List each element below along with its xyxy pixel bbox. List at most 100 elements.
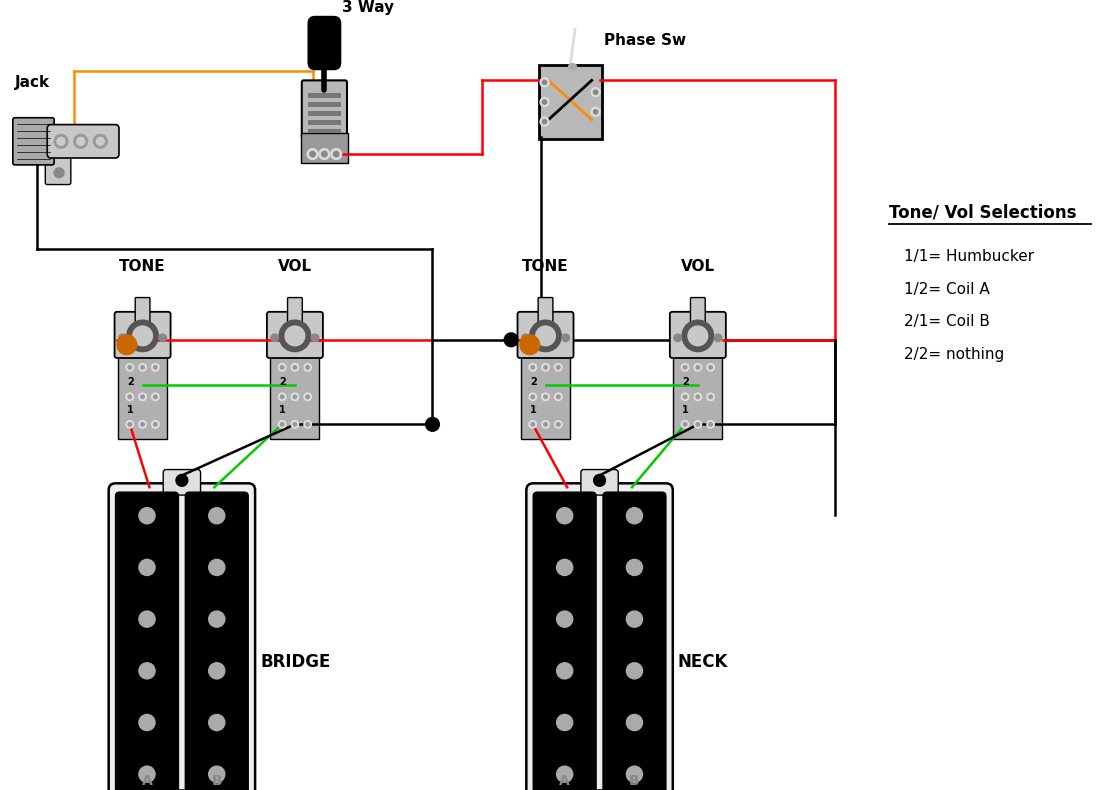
- Circle shape: [683, 366, 687, 369]
- Circle shape: [127, 420, 133, 428]
- Text: 2/1= Coil B: 2/1= Coil B: [904, 314, 990, 329]
- FancyBboxPatch shape: [114, 312, 170, 358]
- Circle shape: [591, 88, 600, 96]
- Circle shape: [542, 363, 549, 371]
- Text: Tone/ Vol Selections: Tone/ Vol Selections: [889, 204, 1077, 222]
- Circle shape: [128, 395, 131, 399]
- Circle shape: [557, 559, 572, 575]
- Circle shape: [208, 611, 225, 627]
- FancyBboxPatch shape: [270, 356, 319, 439]
- Circle shape: [141, 423, 144, 426]
- Circle shape: [554, 363, 562, 371]
- Circle shape: [280, 366, 283, 369]
- Circle shape: [540, 78, 549, 87]
- Circle shape: [426, 417, 439, 431]
- Circle shape: [133, 326, 152, 346]
- Circle shape: [311, 334, 319, 341]
- Circle shape: [151, 420, 159, 428]
- FancyBboxPatch shape: [45, 151, 71, 185]
- Text: 2: 2: [682, 377, 689, 387]
- Circle shape: [542, 119, 547, 124]
- Circle shape: [77, 137, 85, 145]
- Circle shape: [594, 110, 598, 114]
- Ellipse shape: [569, 64, 577, 70]
- Circle shape: [293, 395, 297, 399]
- Circle shape: [557, 395, 560, 399]
- Bar: [308, 119, 342, 125]
- Circle shape: [74, 134, 87, 149]
- Circle shape: [304, 363, 311, 371]
- Circle shape: [139, 420, 147, 428]
- Circle shape: [626, 766, 643, 782]
- Circle shape: [139, 714, 155, 731]
- Circle shape: [543, 423, 548, 426]
- Circle shape: [127, 363, 133, 371]
- Circle shape: [208, 714, 225, 731]
- Circle shape: [291, 393, 299, 401]
- Circle shape: [542, 80, 547, 85]
- Circle shape: [306, 366, 309, 369]
- Circle shape: [93, 134, 108, 149]
- Circle shape: [626, 714, 643, 731]
- Circle shape: [153, 395, 157, 399]
- Circle shape: [137, 330, 148, 341]
- Text: 1: 1: [682, 404, 689, 415]
- Circle shape: [279, 363, 286, 371]
- Circle shape: [707, 420, 715, 428]
- FancyBboxPatch shape: [539, 65, 601, 139]
- Circle shape: [151, 363, 159, 371]
- Circle shape: [626, 663, 643, 679]
- Circle shape: [279, 420, 286, 428]
- Circle shape: [626, 611, 643, 627]
- Circle shape: [538, 328, 554, 344]
- FancyBboxPatch shape: [673, 356, 722, 439]
- Circle shape: [540, 117, 549, 126]
- Circle shape: [554, 393, 562, 401]
- Circle shape: [674, 334, 681, 341]
- Circle shape: [321, 152, 327, 157]
- FancyBboxPatch shape: [308, 17, 340, 70]
- Text: 1: 1: [279, 404, 286, 415]
- FancyBboxPatch shape: [12, 118, 54, 165]
- Text: 2: 2: [127, 377, 133, 387]
- Circle shape: [291, 420, 299, 428]
- FancyBboxPatch shape: [164, 469, 200, 495]
- Circle shape: [119, 334, 127, 341]
- FancyBboxPatch shape: [136, 298, 150, 337]
- FancyBboxPatch shape: [115, 492, 178, 790]
- Circle shape: [692, 330, 703, 341]
- Circle shape: [54, 134, 68, 149]
- Circle shape: [286, 326, 305, 346]
- FancyBboxPatch shape: [670, 312, 726, 358]
- Text: VOL: VOL: [278, 259, 312, 274]
- Circle shape: [557, 714, 572, 731]
- Circle shape: [696, 423, 700, 426]
- Circle shape: [683, 395, 687, 399]
- Circle shape: [557, 366, 560, 369]
- Text: 1/1= Humbucker: 1/1= Humbucker: [904, 250, 1035, 265]
- Circle shape: [279, 393, 286, 401]
- Circle shape: [715, 334, 721, 341]
- Bar: [308, 102, 342, 107]
- Text: TONE: TONE: [119, 259, 166, 274]
- Circle shape: [151, 393, 159, 401]
- Text: 1/2= Coil A: 1/2= Coil A: [904, 282, 990, 297]
- Circle shape: [153, 423, 157, 426]
- Circle shape: [96, 137, 104, 145]
- Circle shape: [554, 420, 562, 428]
- Circle shape: [594, 90, 598, 94]
- Circle shape: [280, 423, 283, 426]
- Circle shape: [681, 363, 689, 371]
- Circle shape: [683, 423, 687, 426]
- Circle shape: [542, 393, 549, 401]
- Circle shape: [557, 663, 572, 679]
- Circle shape: [531, 395, 534, 399]
- Circle shape: [287, 328, 304, 344]
- Circle shape: [280, 395, 283, 399]
- Circle shape: [279, 320, 310, 352]
- FancyBboxPatch shape: [288, 298, 302, 337]
- Circle shape: [557, 611, 572, 627]
- Circle shape: [127, 320, 158, 352]
- FancyBboxPatch shape: [690, 298, 706, 337]
- Circle shape: [304, 420, 311, 428]
